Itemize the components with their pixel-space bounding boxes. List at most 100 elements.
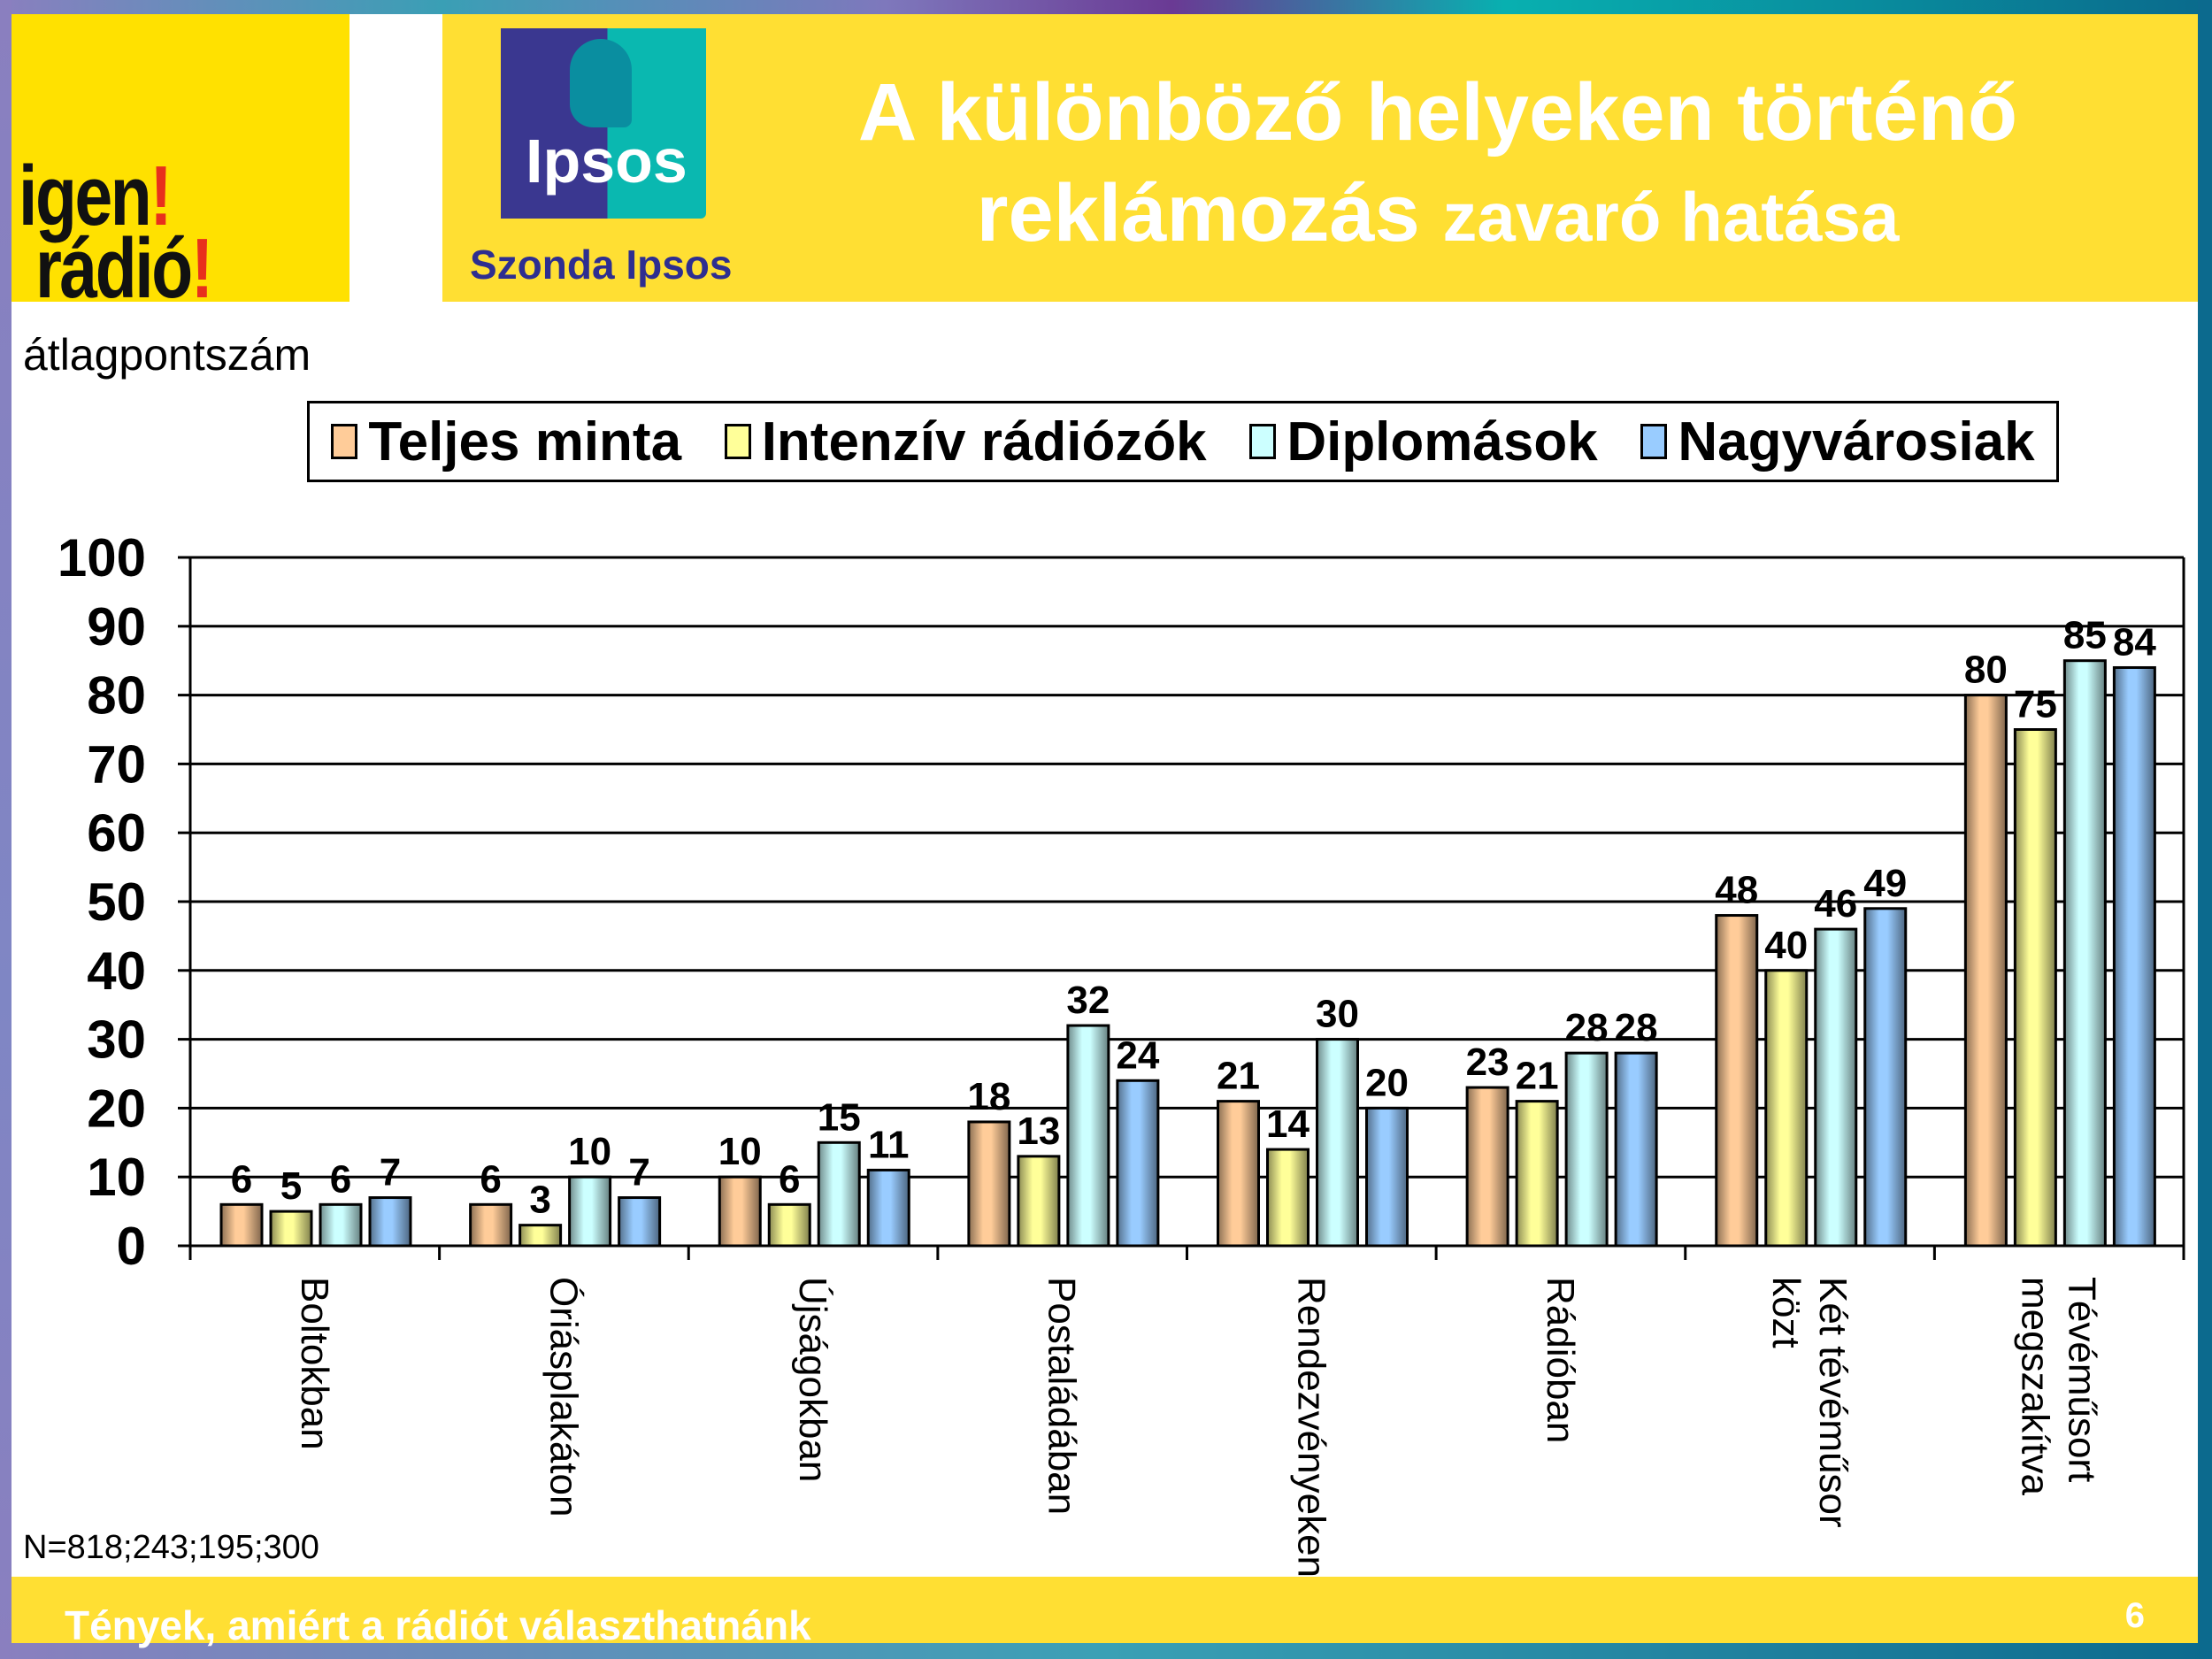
bar-value-label: 46 bbox=[1814, 882, 1857, 926]
bar bbox=[1614, 1051, 1658, 1248]
y-tick-label: 20 bbox=[87, 1079, 146, 1138]
bar-value-label: 7 bbox=[380, 1151, 401, 1194]
bar bbox=[1266, 1148, 1310, 1248]
igen-radio-logo-art: igen! rádió! bbox=[19, 149, 213, 303]
bar bbox=[1365, 1106, 1409, 1248]
bar-value-label: 6 bbox=[330, 1157, 351, 1201]
bar bbox=[568, 1175, 612, 1248]
legend-item: Diplomások bbox=[1249, 411, 1598, 473]
page-number: 6 bbox=[2124, 1596, 2145, 1635]
bar-value-label: 6 bbox=[231, 1157, 252, 1201]
bar bbox=[469, 1202, 513, 1248]
category-label-line: Rádióban bbox=[1539, 1277, 1582, 1443]
y-tick-label: 100 bbox=[58, 528, 146, 588]
legend-swatch bbox=[331, 424, 358, 459]
bar bbox=[1316, 1038, 1359, 1248]
bar bbox=[518, 1224, 563, 1248]
ipsos-head-icon bbox=[570, 39, 632, 127]
bar-value-label: 49 bbox=[1863, 862, 1907, 905]
footer-tagline: Tények, amiért a rádiót választhatnánk bbox=[65, 1602, 811, 1648]
y-tick-label: 0 bbox=[117, 1217, 146, 1276]
bar-value-label: 84 bbox=[2113, 620, 2156, 664]
bar-value-label: 15 bbox=[818, 1095, 861, 1139]
bar-value-label: 30 bbox=[1316, 993, 1359, 1036]
bar bbox=[219, 1202, 264, 1248]
bar bbox=[2062, 659, 2107, 1248]
bar-value-label: 10 bbox=[568, 1130, 611, 1173]
y-axis-label: átlagpontszám bbox=[23, 330, 311, 380]
legend-swatch bbox=[1249, 424, 1277, 459]
title-line-2a: reklámozás bbox=[976, 168, 1420, 258]
slide-title: A különböző helyeken történő reklámozás … bbox=[726, 62, 2150, 267]
igen-radio-logo: igen! rádió! bbox=[12, 14, 349, 302]
left-border bbox=[0, 0, 12, 1659]
bar bbox=[269, 1210, 313, 1248]
y-tick-label: 10 bbox=[87, 1148, 146, 1207]
bar bbox=[718, 1175, 762, 1248]
bar-value-label: 48 bbox=[1715, 869, 1758, 912]
bar-value-label: 32 bbox=[1066, 979, 1110, 1022]
category-label: Boltokban bbox=[293, 1277, 336, 1450]
bar-value-label: 75 bbox=[2014, 683, 2057, 726]
bar bbox=[2112, 665, 2156, 1248]
category-label-line: Boltokban bbox=[293, 1277, 336, 1450]
legend-label: Teljes minta bbox=[368, 411, 682, 472]
bar-value-label: 85 bbox=[2063, 614, 2107, 657]
legend-swatch bbox=[724, 424, 751, 459]
y-tick-label: 30 bbox=[87, 1010, 146, 1070]
bar bbox=[767, 1202, 811, 1248]
legend-item: Teljes minta bbox=[331, 411, 681, 473]
bar-value-label: 28 bbox=[1565, 1006, 1609, 1049]
bar-value-label: 18 bbox=[967, 1075, 1010, 1118]
y-tick-label: 70 bbox=[87, 734, 146, 794]
bar bbox=[1963, 694, 2008, 1248]
bar bbox=[368, 1196, 412, 1248]
chart-legend: Teljes minta Intenzív rádiózók Diplomáso… bbox=[307, 401, 2059, 482]
bar-value-label: 5 bbox=[280, 1164, 302, 1208]
bar-value-label: 3 bbox=[529, 1179, 550, 1222]
bar bbox=[1515, 1100, 1559, 1248]
category-label-line: Tévéműsort bbox=[2061, 1277, 2104, 1482]
bar-value-label: 21 bbox=[1217, 1055, 1260, 1098]
ipsos-logo-text: Ipsos bbox=[526, 127, 687, 196]
bar-value-label: 11 bbox=[868, 1123, 910, 1166]
bar-value-label: 24 bbox=[1116, 1033, 1159, 1077]
bar-value-label: 40 bbox=[1764, 924, 1808, 967]
legend-item: Intenzív rádiózók bbox=[724, 411, 1207, 473]
bar-value-label: 6 bbox=[779, 1157, 800, 1201]
header-banner bbox=[442, 14, 2198, 302]
bar-value-label: 28 bbox=[1615, 1006, 1658, 1049]
ipsos-logo: Ipsos bbox=[501, 28, 706, 219]
bar-value-label: 14 bbox=[1266, 1102, 1310, 1146]
bar bbox=[817, 1141, 861, 1248]
category-label-line: Két tévéműsor bbox=[1811, 1277, 1855, 1528]
category-label-line: Postaládában bbox=[1041, 1277, 1084, 1515]
right-border bbox=[2198, 0, 2212, 1659]
category-label: Óriásplakáton bbox=[541, 1277, 585, 1517]
category-label: Tévéműsortmegszakítva bbox=[2014, 1277, 2104, 1496]
bar-value-label: 20 bbox=[1365, 1061, 1409, 1104]
category-label-line: Óriásplakáton bbox=[541, 1277, 585, 1517]
bar bbox=[1764, 969, 1809, 1248]
footer-bar: Tények, amiért a rádiót választhatnánk 6 bbox=[12, 1577, 2198, 1648]
category-label: Rendezvényeken bbox=[1289, 1277, 1333, 1578]
category-label: Postaládában bbox=[1041, 1277, 1084, 1515]
top-gradient-bar bbox=[0, 0, 2212, 14]
bottom-border bbox=[0, 1643, 2212, 1659]
bar bbox=[618, 1196, 662, 1248]
bar-value-label: 10 bbox=[718, 1130, 762, 1173]
bar-value-label: 6 bbox=[480, 1157, 501, 1201]
legend-label: Nagyvárosiak bbox=[1678, 411, 2035, 472]
bar bbox=[1465, 1086, 1509, 1248]
bar bbox=[866, 1168, 910, 1248]
bar bbox=[967, 1120, 1011, 1248]
title-line-2: reklámozás zavaró hatása bbox=[726, 163, 2150, 267]
y-tick-label: 60 bbox=[87, 803, 146, 863]
sample-size-note: N=818;243;195;300 bbox=[23, 1529, 319, 1566]
bar bbox=[1066, 1024, 1110, 1248]
category-label-line: megszakítva bbox=[2014, 1277, 2057, 1496]
category-label-line: Rendezvényeken bbox=[1289, 1277, 1333, 1578]
legend-swatch bbox=[1640, 424, 1668, 459]
category-label: Két tévéműsorközt bbox=[1764, 1277, 1855, 1528]
